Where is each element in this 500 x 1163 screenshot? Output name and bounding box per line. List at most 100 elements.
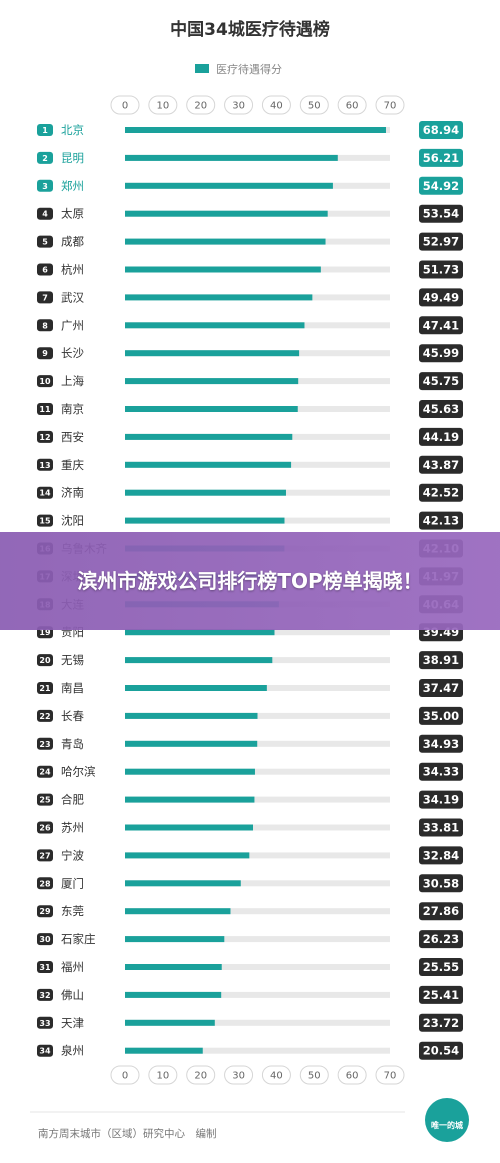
value-badge bbox=[419, 679, 463, 697]
value-badge bbox=[419, 930, 463, 949]
value-badge bbox=[419, 818, 463, 837]
bar bbox=[125, 406, 298, 412]
value-badge bbox=[419, 734, 463, 753]
category-label: 长春 bbox=[61, 709, 84, 723]
rank-badge bbox=[37, 514, 53, 527]
bar bbox=[125, 517, 285, 524]
rank-label: 7 bbox=[42, 293, 48, 302]
bar bbox=[125, 1019, 215, 1026]
value-badge bbox=[419, 316, 463, 335]
value-badge bbox=[419, 204, 463, 223]
x-axis-bottom-tick-pill bbox=[186, 1065, 216, 1085]
value-badge bbox=[419, 344, 463, 363]
value-label: 45.75 bbox=[423, 374, 459, 388]
category-label: 泉州 bbox=[61, 1044, 84, 1058]
category-label: 长沙 bbox=[61, 346, 84, 360]
value-label: 26.23 bbox=[423, 932, 459, 946]
bar bbox=[125, 154, 338, 161]
bar bbox=[125, 127, 386, 133]
value-badge bbox=[419, 651, 463, 670]
rank-label: 33 bbox=[39, 1019, 50, 1028]
rank-badge bbox=[37, 347, 53, 360]
rank-label: 32 bbox=[39, 991, 50, 1000]
value-label: 43.87 bbox=[423, 458, 459, 472]
rank-badge bbox=[37, 821, 53, 834]
value-label: 35.00 bbox=[423, 709, 459, 723]
value-badge bbox=[419, 483, 463, 502]
bar bbox=[125, 880, 241, 887]
bar bbox=[125, 322, 305, 329]
rank-label: 12 bbox=[39, 433, 50, 442]
bar bbox=[125, 712, 258, 719]
bar bbox=[125, 796, 255, 803]
bar bbox=[125, 768, 255, 775]
bar bbox=[125, 908, 231, 915]
rank-badge bbox=[37, 430, 53, 443]
bar-track bbox=[125, 1019, 390, 1026]
rank-badge bbox=[37, 151, 53, 164]
rank-label: 10 bbox=[39, 377, 51, 386]
rank-badge bbox=[37, 654, 53, 667]
rank-label: 29 bbox=[39, 907, 51, 916]
x-axis-bottom-tick-label: 50 bbox=[308, 1071, 321, 1082]
rank-badge bbox=[37, 849, 53, 862]
value-badge bbox=[419, 148, 463, 167]
value-label: 23.72 bbox=[423, 1016, 459, 1030]
x-axis-top-tick-pill bbox=[299, 95, 329, 115]
rank-badge bbox=[37, 961, 53, 973]
rank-label: 25 bbox=[39, 796, 51, 805]
x-axis-top-tick-pill bbox=[110, 95, 140, 115]
rank-badge bbox=[37, 207, 53, 220]
value-badge bbox=[419, 400, 463, 418]
bar-track bbox=[125, 768, 390, 775]
rank-badge bbox=[37, 877, 53, 890]
category-label: 武汉 bbox=[61, 290, 84, 304]
value-label: 47.41 bbox=[423, 318, 459, 332]
rank-label: 31 bbox=[39, 963, 51, 972]
value-label: 30.58 bbox=[423, 876, 459, 890]
category-label: 济南 bbox=[61, 486, 84, 500]
rank-label: 27 bbox=[39, 851, 50, 860]
rank-label: 5 bbox=[42, 238, 48, 247]
rank-badge bbox=[37, 737, 53, 750]
x-axis-bottom-tick-pill bbox=[148, 1065, 178, 1085]
value-label: 54.92 bbox=[423, 179, 459, 193]
rank-badge bbox=[37, 375, 53, 388]
chart-legend: 医疗待遇得分 bbox=[195, 62, 282, 76]
x-axis-top-tick-pill bbox=[148, 95, 178, 115]
rank-badge bbox=[37, 905, 53, 918]
category-label: 西安 bbox=[61, 430, 84, 444]
value-label: 32.84 bbox=[423, 848, 459, 862]
bar-track bbox=[125, 880, 390, 887]
headline-banner: 滨州市游戏公司排行榜TOP榜单揭晓！ bbox=[0, 532, 500, 630]
rank-badge bbox=[37, 709, 53, 722]
value-badge bbox=[419, 874, 463, 893]
value-badge bbox=[419, 790, 463, 809]
category-label: 郑州 bbox=[61, 179, 84, 193]
x-axis-bottom-tick-pill bbox=[110, 1065, 140, 1085]
value-label: 52.97 bbox=[423, 235, 459, 249]
rank-badge bbox=[37, 988, 53, 1001]
value-badge bbox=[419, 427, 463, 446]
bar-track bbox=[125, 852, 390, 859]
rank-label: 28 bbox=[39, 879, 51, 888]
x-axis-top-tick-label: 60 bbox=[346, 101, 359, 112]
rank-label: 13 bbox=[39, 461, 50, 470]
category-label: 天津 bbox=[61, 1016, 84, 1030]
bar bbox=[125, 629, 275, 636]
category-label: 东莞 bbox=[61, 904, 84, 918]
x-axis-top-tick-pill bbox=[337, 95, 367, 115]
value-label: 37.47 bbox=[423, 681, 459, 695]
value-label: 56.21 bbox=[423, 151, 459, 165]
headline-title: 滨州市游戏公司排行榜TOP榜单揭晓！ bbox=[77, 568, 423, 593]
rank-label: 15 bbox=[39, 517, 51, 526]
rank-label: 20 bbox=[39, 656, 51, 665]
rank-label: 3 bbox=[42, 182, 48, 191]
value-label: 20.54 bbox=[423, 1044, 459, 1058]
rank-badge bbox=[37, 486, 53, 499]
category-label: 北京 bbox=[61, 123, 84, 137]
bar-track bbox=[125, 824, 390, 831]
value-label: 68.94 bbox=[423, 123, 459, 137]
bar bbox=[125, 266, 321, 273]
rank-label: 26 bbox=[39, 824, 51, 833]
